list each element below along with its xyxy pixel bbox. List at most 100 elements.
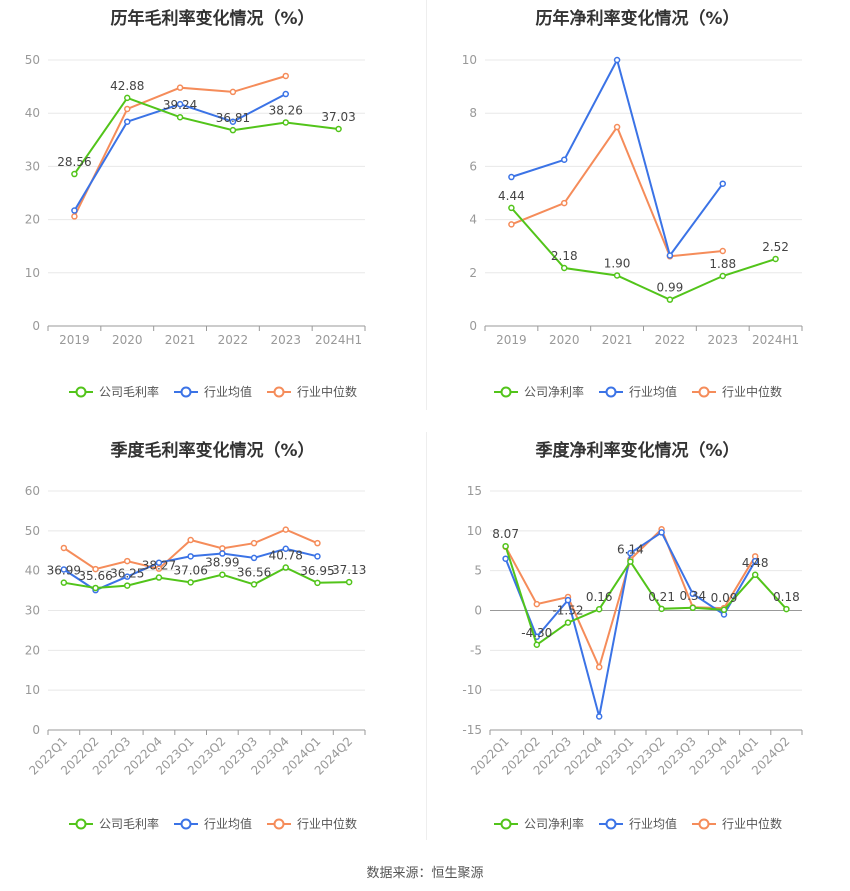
data-point — [282, 526, 289, 533]
x-tick-label: 2021 — [165, 333, 196, 347]
data-label: -1.52 — [552, 604, 583, 618]
data-point — [564, 596, 572, 604]
data-label: 42.88 — [110, 79, 144, 93]
data-point — [71, 170, 78, 178]
data-label: 0.21 — [648, 590, 675, 604]
data-point — [533, 641, 541, 649]
legend-item[interactable]: 行业中位数 — [266, 383, 357, 400]
data-point — [595, 605, 603, 613]
legend-line-circle-icon — [493, 818, 518, 829]
data-point — [176, 100, 184, 108]
data-point — [176, 113, 184, 121]
y-tick-label: -5 — [470, 643, 482, 657]
y-tick-label: 50 — [25, 524, 40, 538]
legend-label: 行业均值 — [628, 385, 677, 399]
data-point — [282, 564, 289, 571]
data-point — [783, 605, 790, 613]
data-point — [533, 600, 541, 608]
y-tick-label: 0 — [469, 319, 477, 333]
series-line — [504, 545, 788, 647]
data-label: 40.78 — [269, 549, 303, 563]
data-point — [719, 180, 726, 187]
legend-item[interactable]: 公司毛利率 — [68, 383, 159, 400]
y-tick-label: 15 — [467, 484, 482, 498]
legend-item[interactable]: 行业中位数 — [266, 815, 357, 832]
legend-item[interactable]: 行业均值 — [173, 383, 252, 400]
legend-label: 公司净利率 — [523, 817, 584, 831]
x-tick-label: 2020 — [112, 333, 143, 347]
chart-svg: 01020304050602022Q12022Q22022Q32022Q4202… — [25, 484, 367, 778]
data-label: 0.99 — [657, 281, 684, 295]
quarterly-net-margin-chart: 季度净利率变化情况（%） -15 -10 -5 0 5 10 15 2022Q1 2022Q2 2… — [425, 432, 850, 862]
y-tick-label: 20 — [25, 643, 40, 657]
data-point — [502, 555, 509, 562]
chart-svg: 0 2 4 6 8 10 2019 2020 2021 2022 2023 2024H1 4.44 2.1… — [462, 53, 803, 347]
data-point — [187, 553, 194, 560]
data-point — [595, 663, 603, 671]
data-point — [60, 579, 68, 586]
data-label: -4.30 — [521, 626, 552, 640]
data-point — [335, 125, 342, 133]
data-label: 0.18 — [773, 590, 800, 604]
data-label: 35.66 — [78, 569, 112, 583]
data-point — [176, 84, 184, 91]
data-label: 39.24 — [163, 98, 197, 112]
x-tick-label: 2022 — [655, 333, 686, 347]
y-tick-label: 0 — [32, 319, 40, 333]
y-tick-label: 40 — [25, 106, 40, 120]
legend: 公司毛利率 行业均值 行业中位数 — [0, 815, 425, 834]
legend-line-circle-icon — [267, 386, 291, 397]
data-point — [314, 553, 321, 560]
data-point — [345, 578, 353, 586]
legend-line-circle-icon — [692, 818, 716, 829]
data-point — [229, 126, 237, 134]
data-point — [658, 605, 665, 613]
legend-line-circle-icon — [173, 818, 198, 829]
data-point — [60, 544, 68, 552]
data-point — [219, 545, 226, 552]
legend-item[interactable]: 行业均值 — [598, 383, 677, 400]
data-point — [71, 213, 78, 220]
data-label: 36.95 — [300, 564, 334, 578]
data-label: 4.44 — [498, 189, 525, 203]
data-point — [92, 565, 99, 573]
data-label: 36.56 — [237, 565, 271, 579]
data-point — [666, 252, 674, 259]
y-tick-label: 10 — [25, 683, 40, 697]
data-point — [561, 156, 568, 163]
data-point — [219, 550, 226, 557]
x-tick-label: 2020 — [549, 333, 580, 347]
legend-item[interactable]: 公司净利率 — [493, 815, 584, 832]
legend: 公司毛利率 行业均值 行业中位数 — [0, 383, 425, 402]
data-label: 4.48 — [742, 556, 769, 570]
legend-item[interactable]: 公司毛利率 — [68, 815, 159, 832]
legend-item[interactable]: 行业中位数 — [691, 383, 782, 400]
legend-item[interactable]: 公司净利率 — [493, 383, 584, 400]
data-point — [613, 56, 621, 64]
data-point — [658, 529, 665, 536]
series-line — [511, 124, 723, 258]
data-label: 8.07 — [492, 527, 519, 541]
data-label: 28.56 — [57, 155, 91, 169]
data-point — [508, 221, 515, 228]
legend-item[interactable]: 行业均值 — [173, 815, 252, 832]
x-tick-label: 2019 — [496, 333, 527, 347]
y-tick-label: -15 — [462, 723, 482, 737]
legend-line-circle-icon — [68, 818, 93, 829]
data-point — [124, 94, 131, 102]
legend-item[interactable]: 行业中位数 — [691, 815, 782, 832]
data-point — [508, 204, 515, 212]
legend-line-circle-icon — [493, 386, 518, 397]
data-label: 1.88 — [709, 257, 736, 271]
y-tick-label: 4 — [469, 213, 477, 227]
series-line — [510, 207, 776, 301]
legend-label: 行业均值 — [203, 385, 252, 399]
data-point — [124, 557, 131, 565]
data-point — [561, 199, 568, 207]
data-label: 38.27 — [142, 559, 176, 573]
legend-line-circle-icon — [692, 386, 716, 397]
y-tick-label: -10 — [462, 683, 482, 697]
data-source: 数据来源：恒生聚源 — [366, 866, 484, 881]
data-point — [155, 559, 163, 566]
legend-item[interactable]: 行业均值 — [598, 815, 677, 832]
